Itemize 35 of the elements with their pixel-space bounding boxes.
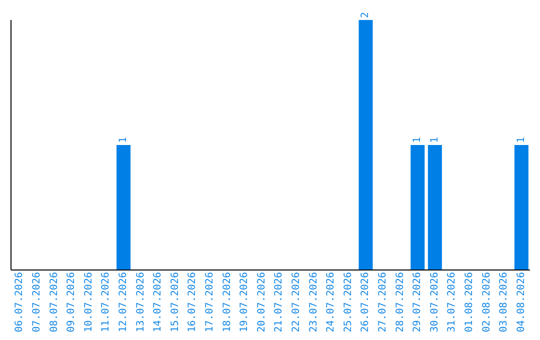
data-label: 1 bbox=[516, 136, 527, 143]
x-tick-label: 11.07.2026 bbox=[100, 272, 112, 332]
x-tick-label: 24.07.2026 bbox=[326, 272, 337, 332]
x-tick-label: 21.07.2026 bbox=[274, 272, 285, 332]
x-tick-label: 20.07.2026 bbox=[256, 272, 268, 332]
x-tick-label: 14.07.2026 bbox=[152, 272, 164, 332]
data-label: 1 bbox=[118, 136, 130, 143]
x-tick-label: 10.07.2026 bbox=[83, 272, 94, 332]
x-tick-label: 26.07.2026 bbox=[360, 272, 372, 332]
x-tick-label: 19.07.2026 bbox=[239, 272, 250, 332]
x-tick-label: 22.07.2026 bbox=[290, 272, 302, 332]
data-label: 1 bbox=[429, 136, 440, 143]
x-tick-label: 31.07.2026 bbox=[446, 272, 458, 332]
x-tick-label: 09.07.2026 bbox=[66, 272, 78, 332]
x-tick-label: 28.07.2026 bbox=[394, 272, 406, 332]
x-tick-label: 25.07.2026 bbox=[342, 272, 354, 332]
x-tick-label: 23.07.2026 bbox=[308, 272, 320, 332]
x-tick-label: 07.07.2026 bbox=[31, 272, 42, 332]
x-tick-label: 15.07.2026 bbox=[170, 272, 181, 332]
x-tick-label: 29.07.2026 bbox=[412, 272, 424, 332]
x-tick-label: 27.07.2026 bbox=[377, 272, 388, 332]
x-tick-label: 06.07.2026 bbox=[14, 272, 26, 332]
x-tick-label: 12.07.2026 bbox=[118, 272, 129, 332]
x-tick-label: 04.08.2026 bbox=[516, 272, 527, 332]
data-label: 2 bbox=[360, 12, 372, 18]
x-tick-label: 30.07.2026 bbox=[429, 272, 440, 332]
x-tick-label: 08.07.2026 bbox=[48, 272, 60, 332]
x-tick-label: 03.08.2026 bbox=[498, 272, 510, 332]
x-tick-label: 17.07.2026 bbox=[204, 272, 216, 332]
x-tick-label: 18.07.2026 bbox=[222, 272, 233, 332]
x-tick-label: 16.07.2026 bbox=[187, 272, 198, 332]
data-label: 1 bbox=[412, 136, 424, 143]
x-tick-label: 02.08.2026 bbox=[481, 272, 492, 332]
x-tick-label: 01.08.2026 bbox=[464, 272, 475, 332]
x-tick-label: 13.07.2026 bbox=[135, 272, 146, 332]
